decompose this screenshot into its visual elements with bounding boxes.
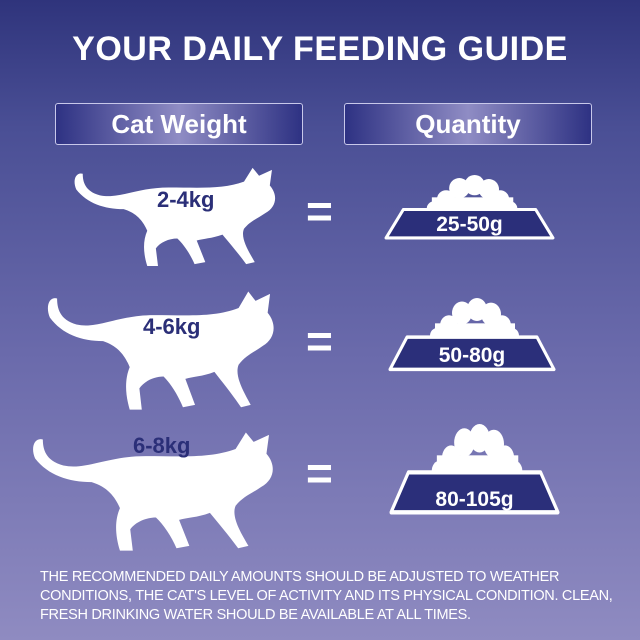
weight-label: 6-8kg xyxy=(133,433,191,458)
food-bowl-icon: 80-105g xyxy=(388,424,561,518)
header-cat-weight: Cat Weight xyxy=(55,103,303,145)
cat-silhouette-icon xyxy=(72,160,287,268)
page-title: YOUR DAILY FEEDING GUIDE xyxy=(72,30,568,68)
equals-sign: = xyxy=(306,185,333,237)
food-bowl-icon: 25-50g xyxy=(383,175,556,242)
header-quantity: Quantity xyxy=(344,103,592,145)
quantity-label: 80-105g xyxy=(435,488,514,511)
cat-silhouette-icon xyxy=(45,282,287,412)
equals-sign: = xyxy=(306,315,333,367)
weight-label: 2-4kg xyxy=(157,187,215,212)
feeding-note: THE RECOMMENDED DAILY AMOUNTS SHOULD BE … xyxy=(40,569,613,623)
food-bowl-icon: 50-80g xyxy=(387,298,557,374)
quantity-label: 25-50g xyxy=(436,213,503,236)
weight-label: 4-6kg xyxy=(143,314,201,339)
equals-sign: = xyxy=(306,447,333,499)
quantity-label: 50-80g xyxy=(438,344,506,367)
